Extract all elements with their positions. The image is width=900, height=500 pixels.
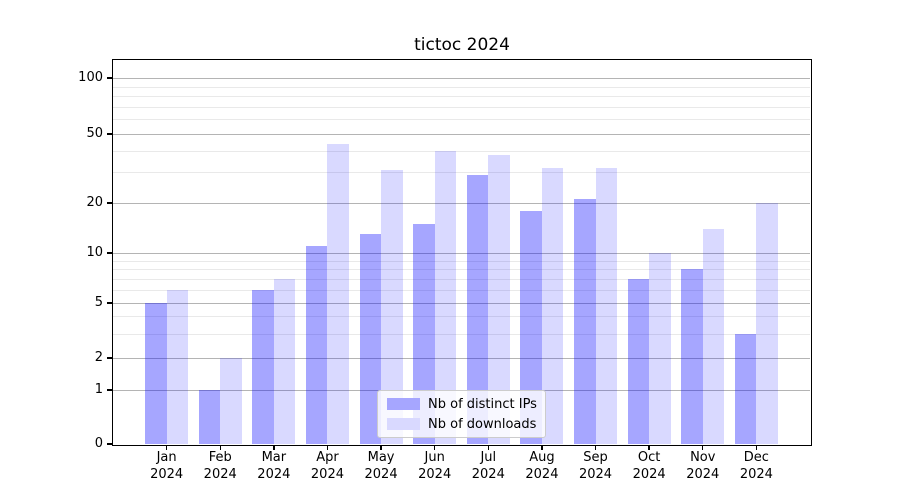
y-axis-tick-label: 10 bbox=[86, 245, 103, 260]
y-minor-gridline bbox=[113, 289, 810, 291]
x-tick-mark bbox=[702, 445, 704, 450]
y-tick-mark bbox=[107, 202, 113, 204]
y-axis-tick-label: 5 bbox=[94, 295, 103, 310]
x-tick-mark bbox=[326, 445, 329, 450]
bar-downloads bbox=[649, 253, 671, 444]
bar-downloads bbox=[327, 143, 349, 444]
bar-downloads bbox=[434, 150, 457, 444]
bar-distinct-ips bbox=[574, 199, 596, 444]
x-tick-mark bbox=[380, 445, 382, 450]
x-axis-tick-label: Jan 2024 bbox=[150, 450, 184, 482]
bar-downloads bbox=[595, 167, 618, 444]
bar-downloads bbox=[702, 228, 725, 444]
y-minor-gridline bbox=[113, 278, 810, 280]
y-minor-gridline bbox=[113, 86, 810, 88]
legend-swatch-downloads bbox=[387, 418, 420, 430]
y-major-gridline bbox=[113, 78, 810, 79]
x-axis-tick-label: Aug 2024 bbox=[525, 450, 559, 482]
y-axis-tick-label: 1 bbox=[94, 382, 103, 397]
y-minor-gridline bbox=[113, 316, 810, 318]
bar-distinct-ips bbox=[252, 289, 274, 444]
x-tick-mark bbox=[594, 445, 597, 450]
x-axis-tick-label: Jul 2024 bbox=[471, 450, 505, 482]
bar-distinct-ips bbox=[413, 223, 435, 444]
bar-downloads bbox=[756, 203, 778, 444]
y-axis-tick-label: 100 bbox=[78, 70, 103, 85]
y-tick-mark bbox=[107, 357, 113, 359]
x-axis-tick-label: Sep 2024 bbox=[578, 450, 613, 482]
bar-distinct-ips bbox=[681, 269, 703, 444]
y-tick-mark bbox=[107, 302, 113, 304]
y-major-gridline bbox=[113, 358, 810, 359]
x-axis-tick-label: Dec 2024 bbox=[739, 450, 773, 482]
x-axis-tick-label: Feb 2024 bbox=[203, 450, 237, 482]
y-minor-gridline bbox=[113, 172, 810, 174]
y-axis-tick-label: 2 bbox=[94, 350, 103, 365]
y-tick-mark bbox=[107, 252, 113, 254]
bar-downloads bbox=[541, 167, 564, 444]
x-tick-mark bbox=[273, 445, 275, 450]
legend-label-downloads: Nb of downloads bbox=[428, 416, 537, 432]
bar-distinct-ips bbox=[198, 390, 221, 444]
y-minor-gridline bbox=[113, 269, 810, 271]
bar-downloads bbox=[273, 278, 296, 444]
legend: Nb of distinct IPs Nb of downloads bbox=[377, 390, 546, 438]
x-tick-mark bbox=[165, 445, 168, 450]
x-axis-tick-label: Jun 2024 bbox=[418, 450, 452, 482]
legend-swatch-distinct-ips bbox=[387, 398, 420, 410]
y-major-gridline bbox=[113, 203, 810, 204]
y-minor-gridline bbox=[113, 119, 810, 121]
x-axis-tick-label: Apr 2024 bbox=[310, 450, 344, 482]
y-major-gridline bbox=[113, 253, 810, 254]
y-axis-tick-label: 0 bbox=[94, 436, 103, 451]
y-tick-mark bbox=[107, 389, 113, 391]
bar-distinct-ips bbox=[359, 234, 382, 444]
bar-downloads bbox=[488, 154, 510, 444]
y-minor-gridline bbox=[113, 150, 810, 152]
bar-downloads bbox=[220, 358, 242, 444]
bar-distinct-ips bbox=[627, 278, 650, 444]
x-tick-mark bbox=[541, 445, 543, 450]
legend-item-distinct-ips: Nb of distinct IPs bbox=[387, 396, 537, 412]
x-tick-mark bbox=[433, 445, 436, 450]
bar-downloads bbox=[381, 169, 403, 444]
x-tick-mark bbox=[755, 445, 758, 450]
x-axis-tick-label: May 2024 bbox=[364, 450, 398, 482]
x-tick-mark bbox=[487, 445, 489, 450]
y-minor-gridline bbox=[113, 333, 810, 335]
x-axis-tick-label: Nov 2024 bbox=[686, 450, 720, 482]
bar-downloads bbox=[166, 289, 189, 444]
legend-label-distinct-ips: Nb of distinct IPs bbox=[428, 396, 537, 412]
x-axis-tick-label: Mar 2024 bbox=[257, 450, 291, 482]
y-minor-gridline bbox=[113, 260, 810, 262]
x-tick-mark bbox=[219, 445, 221, 450]
y-tick-mark bbox=[107, 133, 113, 135]
y-major-gridline bbox=[113, 134, 810, 135]
y-tick-mark bbox=[107, 443, 113, 445]
y-axis-tick-label: 20 bbox=[86, 195, 103, 210]
y-minor-gridline bbox=[113, 106, 810, 108]
bar-distinct-ips bbox=[520, 210, 542, 444]
y-axis-tick-label: 50 bbox=[86, 126, 103, 141]
y-tick-mark bbox=[107, 77, 113, 79]
chart-title: tictoc 2024 bbox=[414, 35, 510, 55]
bar-distinct-ips bbox=[145, 303, 167, 444]
bar-distinct-ips bbox=[466, 175, 489, 444]
y-minor-gridline bbox=[113, 96, 810, 98]
x-tick-mark bbox=[648, 445, 650, 450]
x-axis-tick-label: Oct 2024 bbox=[632, 450, 666, 482]
bar-distinct-ips bbox=[734, 333, 757, 444]
bar-distinct-ips bbox=[305, 246, 328, 444]
y-major-gridline bbox=[113, 303, 810, 304]
legend-item-downloads: Nb of downloads bbox=[387, 417, 536, 432]
